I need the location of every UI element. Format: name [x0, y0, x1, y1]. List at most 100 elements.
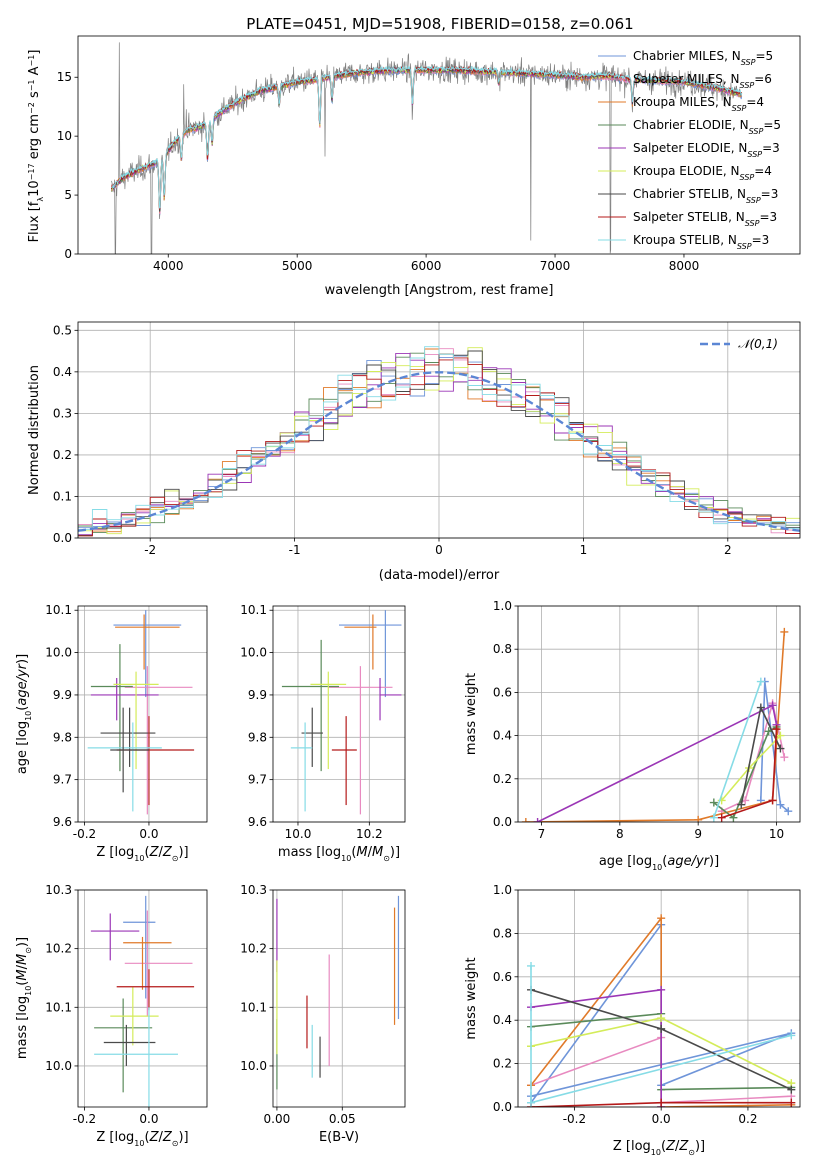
weight-marker-kroupa-elodie [776, 731, 785, 740]
figure-title: PLATE=0451, MJD=51908, FIBERID=0158, z=0… [246, 15, 633, 33]
x-tick-label: -0.2 [563, 1112, 586, 1126]
ticks: 4000 5000 6000 7000 8000 0 5 10 15 [57, 70, 700, 273]
ticks: -0.2 0.0 0.2 0.0 0.2 0.4 0.6 0.8 1.0 [493, 883, 758, 1126]
legend: 𝒩(0,1) [700, 337, 778, 351]
weight-line-kroupa-stelib [713, 681, 762, 818]
y-axis-label: age [log10(age/yr)] [15, 654, 33, 774]
y-tick-label: 0 [64, 247, 72, 261]
y-tick-label: 0.5 [53, 323, 72, 337]
residual-histogram-panel: -2 -1 0 1 2 0.0 0.1 0.2 0.3 0.4 0.5 (data-model)/er… [27, 321, 801, 583]
y-tick-label: 0.0 [53, 531, 72, 545]
y-tick-label: 0.2 [493, 1057, 512, 1071]
grid [78, 606, 207, 823]
weight-marker-kroupa-stelib [527, 961, 536, 970]
x-tick-label: 10.2 [356, 827, 383, 841]
x-tick-label: 4000 [153, 259, 184, 273]
x-axis-label: mass [log10(M/M⊙)] [278, 845, 400, 863]
mass-vs-extinction-panel: 0.00 0.05 10.0 10.1 10.2 10.3 E(B-V) [240, 883, 406, 1145]
y-axis-label: mass weight [464, 673, 479, 755]
y-tick-label: 10.3 [45, 883, 72, 897]
y-tick-label: 1.0 [493, 599, 512, 613]
x-tick-label: 0.0 [139, 827, 158, 841]
y-tick-label: 10.0 [45, 1059, 72, 1073]
y-tick-label: 10.1 [240, 603, 267, 617]
axes-frame [77, 889, 208, 1108]
y-tick-label: 9.7 [248, 773, 267, 787]
weight-line-salpeter-elodie [530, 988, 662, 1107]
ticks: 0.00 0.05 10.0 10.1 10.2 10.3 [240, 883, 355, 1126]
age-vs-mass-panel: 10.0 10.2 9.6 9.7 9.8 9.9 10.0 10.1 mass [log10(… [240, 603, 406, 863]
y-tick-label: 10.2 [240, 942, 267, 956]
weight-marker-kroupa-elodie [657, 1014, 666, 1023]
x-tick-label: -1 [289, 543, 301, 557]
axes-frame [517, 605, 801, 823]
legend-label-gaussian: 𝒩(0,1) [738, 337, 778, 351]
spectrum-panel: 4000 5000 6000 7000 8000 0 5 10 15 wavelength [An… [27, 35, 801, 298]
mass-weight-vs-age-panel: 7 8 9 10 0.0 0.2 0.4 0.6 0.8 1.0 age [log10(age/yr… [464, 599, 801, 872]
weight-marker-kroupa-miles [694, 815, 703, 822]
legend-label-salpeter-elodie: Salpeter ELODIE, NSSP=3 [633, 141, 780, 159]
y-tick-label: 10.0 [240, 1059, 267, 1073]
plot-area [281, 610, 402, 815]
gaussian-reference-curve [78, 371, 800, 532]
x-axis-label: wavelength [Angstrom, rest frame] [325, 283, 554, 298]
x-tick-label: 10 [769, 827, 784, 841]
weight-marker-chabrier-miles [776, 800, 785, 809]
ticks: -2 -1 0 1 2 0.0 0.1 0.2 0.3 0.4 0.5 [53, 323, 732, 557]
x-tick-label: 9 [694, 827, 702, 841]
x-axis-label: (data-model)/error [379, 568, 500, 583]
axes-frame [272, 889, 406, 1108]
y-tick-label: 10 [57, 129, 72, 143]
weight-marker-kroupa-stelib [527, 1098, 536, 1107]
model-line-kroupa-stelib [111, 65, 743, 209]
plot-area [87, 610, 195, 815]
legend-label-kroupa-elodie: Kroupa ELODIE, NSSP=4 [633, 164, 772, 182]
x-tick-label: 10.0 [285, 827, 312, 841]
weight-marker-chabrier-stelib [756, 703, 765, 712]
weight-marker-chabrier-elodie [709, 798, 718, 807]
y-tick-label: 9.8 [248, 730, 267, 744]
weight-marker-salpeter-stelib [787, 1098, 796, 1107]
y-tick-label: 0.6 [493, 970, 512, 984]
ticks: -0.2 0.0 9.6 9.7 9.8 9.9 10.0 10.1 [45, 603, 158, 841]
plot-area [78, 346, 800, 538]
weight-marker-kroupa-stelib [756, 677, 765, 686]
x-tick-label: -0.2 [73, 1112, 96, 1126]
legend-label-chabrier-miles: Chabrier MILES, NSSP=5 [633, 49, 773, 67]
weight-line-kroupa-miles [525, 631, 786, 822]
y-tick-label: 0.4 [493, 1013, 512, 1027]
weight-marker-salpeter-miles [780, 753, 789, 762]
weight-marker-chabrier-miles [784, 807, 793, 816]
weight-marker-salpeter-stelib [657, 1098, 666, 1107]
y-tick-label: 10.2 [45, 942, 72, 956]
weight-marker-chabrier-elodie [729, 813, 738, 822]
grid [273, 889, 405, 1107]
x-tick-label: 0.0 [652, 1112, 671, 1126]
x-tick-label: -2 [144, 543, 156, 557]
mass-weight-vs-metallicity-panel: -0.2 0.0 0.2 0.0 0.2 0.4 0.6 0.8 1.0 Z [log10(Z/Z… [464, 883, 801, 1157]
legend-label-kroupa-miles: Kroupa MILES, NSSP=4 [633, 95, 764, 113]
weight-marker-salpeter-elodie [533, 818, 542, 822]
y-tick-label: 0.0 [493, 815, 512, 829]
weight-marker-salpeter-elodie [768, 701, 777, 710]
x-tick-label: 2 [724, 543, 732, 557]
x-tick-label: 6000 [411, 259, 442, 273]
x-axis-label: Z [log10(Z/Z⊙)] [613, 1139, 705, 1157]
weight-marker-salpeter-stelib [772, 725, 781, 734]
weight-line-chabrier-miles [760, 681, 789, 812]
y-tick-label: 0.8 [493, 926, 512, 940]
y-tick-label: 0.6 [493, 685, 512, 699]
y-tick-label: 10.3 [240, 883, 267, 897]
weight-marker-chabrier-stelib [657, 1024, 666, 1033]
x-axis-label: Z [log10(Z/Z⊙)] [96, 1130, 188, 1148]
weight-marker-chabrier-stelib [776, 744, 785, 753]
y-tick-label: 15 [57, 70, 72, 84]
x-tick-label: 5000 [282, 259, 313, 273]
legend-label-chabrier-elodie: Chabrier ELODIE, NSSP=5 [633, 118, 781, 136]
mass-vs-metallicity-panel: -0.2 0.0 10.0 10.1 10.2 10.3 Z [log10(Z/Z⊙)] ma… [15, 883, 208, 1148]
x-tick-label: 1 [580, 543, 588, 557]
x-tick-label: 0.00 [264, 1112, 291, 1126]
x-tick-label: 0.0 [139, 1112, 158, 1126]
weight-marker-chabrier-stelib [787, 1085, 796, 1094]
